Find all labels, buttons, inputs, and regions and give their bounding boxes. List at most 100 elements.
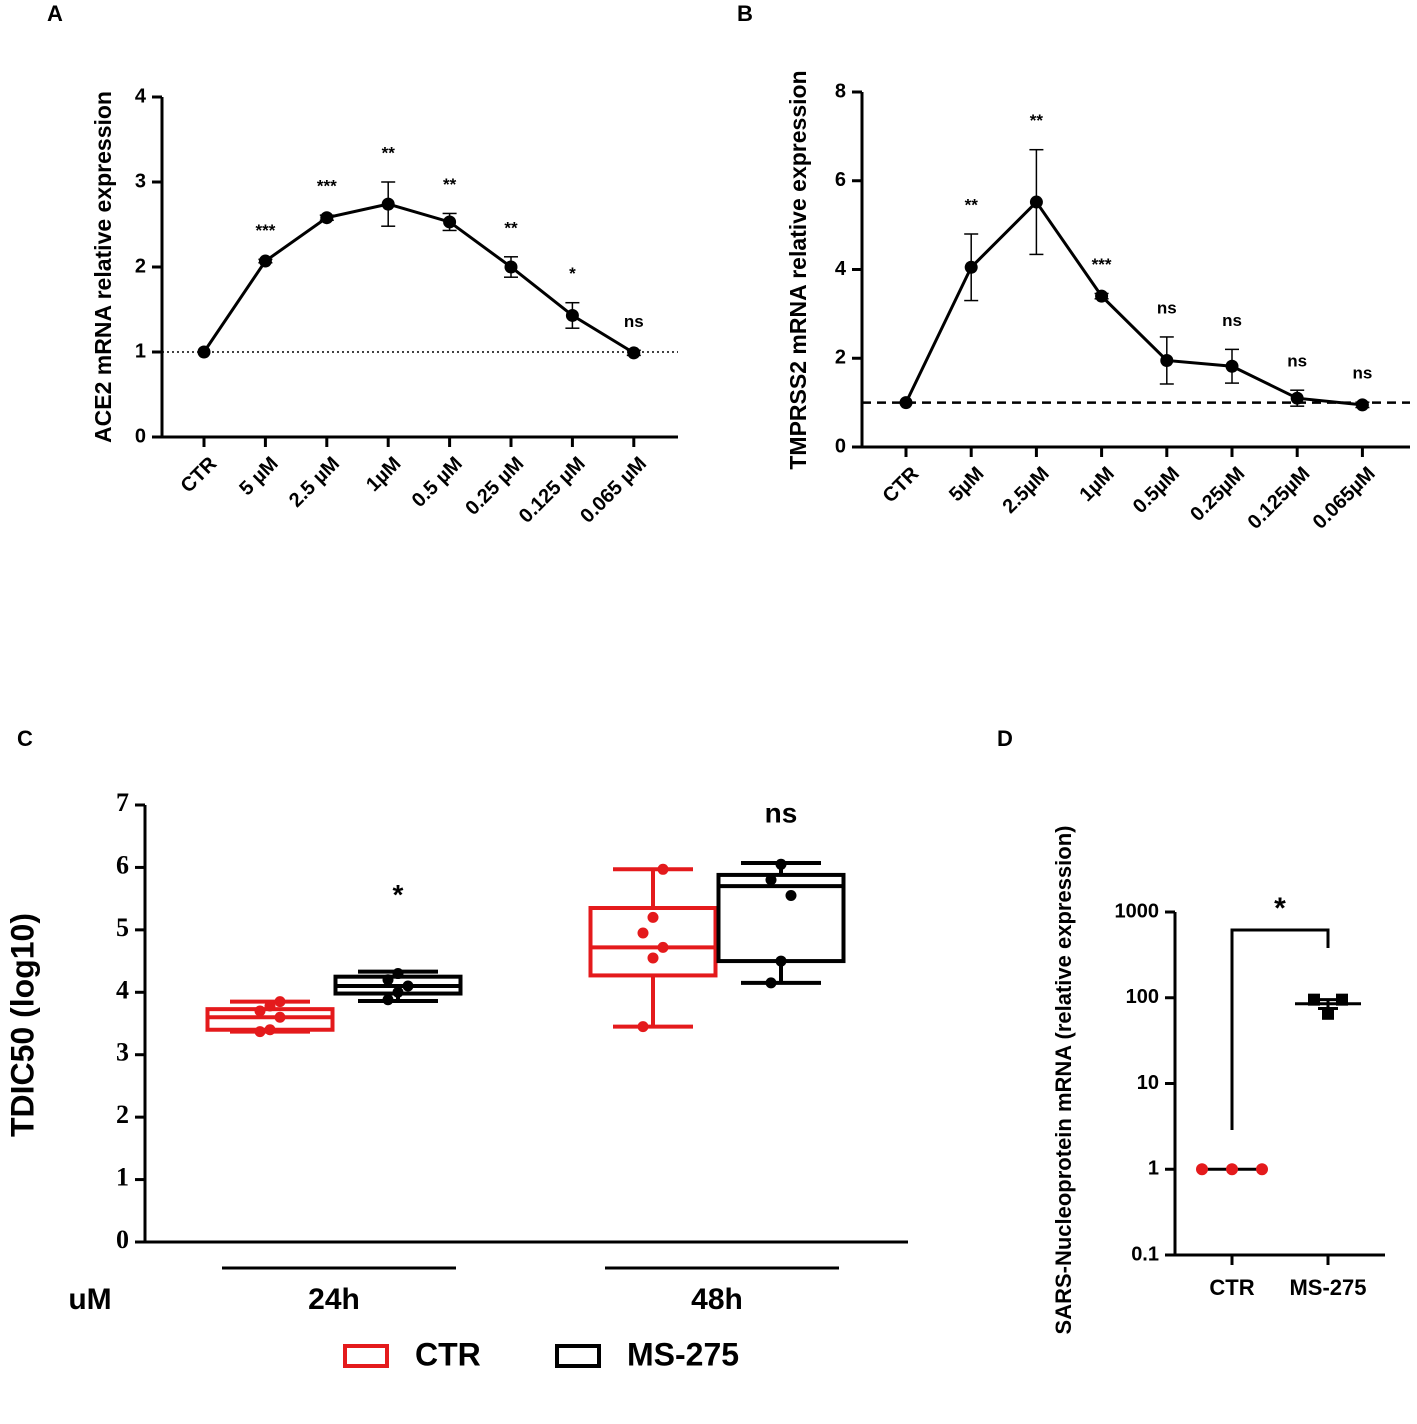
group-label: 24h <box>308 1283 360 1316</box>
significance-label: * <box>393 879 404 910</box>
y-tick-label: 4 <box>116 975 129 1004</box>
panel-label: B <box>737 1 753 26</box>
y-tick-label: 2 <box>835 347 846 369</box>
significance-label: ** <box>382 143 396 162</box>
data-point <box>1336 993 1348 1006</box>
data-point <box>264 1024 276 1036</box>
x-tick-label: 2.5 µM <box>285 453 344 512</box>
x-tick-label: 0.065µM <box>1309 463 1380 534</box>
data-point <box>1196 1163 1208 1176</box>
y-tick-label: 10 <box>1137 1072 1159 1094</box>
significance-label: *** <box>317 177 337 196</box>
legend-swatch <box>555 1344 601 1368</box>
y-tick-label: 0.1 <box>1131 1243 1159 1265</box>
x-tick-label: CTR <box>879 462 924 507</box>
significance-label: ns <box>1287 352 1307 371</box>
y-tick-label: 100 <box>1126 986 1159 1008</box>
data-point <box>1226 1163 1238 1176</box>
data-point <box>1095 289 1109 303</box>
data-point <box>381 197 395 211</box>
y-axis-label: TMPRSS2 mRNA relative expression <box>785 70 811 469</box>
y-tick-label: 6 <box>835 169 846 191</box>
x-tick-label: CTR <box>1209 1275 1254 1300</box>
significance-label: ns <box>765 797 798 828</box>
data-point <box>1225 359 1239 373</box>
data-point <box>402 980 414 992</box>
x-tick-label: 0.125 µM <box>515 453 590 528</box>
y-axis-label: ACE2 mRNA relative expression <box>90 91 116 443</box>
y-tick-label: 3 <box>116 1038 129 1067</box>
data-point <box>1160 353 1174 367</box>
data-point <box>254 1026 266 1038</box>
y-tick-label: 7 <box>116 788 129 817</box>
data-point <box>765 874 777 886</box>
x-tick-label: MS-275 <box>1289 1275 1366 1300</box>
panel-label: A <box>47 1 63 26</box>
data-point <box>197 345 211 359</box>
y-tick-label: 1 <box>116 1163 129 1192</box>
significance-label: * <box>569 264 576 283</box>
data-point <box>765 977 777 989</box>
y-tick-label: 2 <box>116 1100 129 1129</box>
data-point <box>274 996 286 1008</box>
y-tick-label: 4 <box>835 258 847 280</box>
x-axis-label: uM <box>68 1283 111 1316</box>
significance-label: *** <box>255 221 275 240</box>
data-line <box>202 202 635 355</box>
data-point <box>392 986 404 998</box>
significance-label: *** <box>1092 255 1112 274</box>
y-tick-label: 1000 <box>1115 900 1160 922</box>
x-tick-label: CTR <box>177 452 222 497</box>
data-point <box>647 952 659 964</box>
data-point <box>382 994 394 1006</box>
data-point <box>274 1011 286 1023</box>
data-point <box>1029 195 1043 209</box>
x-tick-label: 5µM <box>945 463 988 506</box>
significance-label: ns <box>1157 298 1177 317</box>
data-point <box>1308 993 1320 1006</box>
data-point <box>627 346 641 360</box>
data-point <box>899 396 913 410</box>
y-tick-label: 0 <box>135 425 146 447</box>
data-point <box>637 927 649 939</box>
data-point <box>964 260 978 274</box>
data-point <box>565 308 579 322</box>
y-tick-label: 1 <box>135 340 146 362</box>
x-tick-label: 1µM <box>1076 463 1119 506</box>
significance-label: ** <box>1030 111 1044 130</box>
legend-swatch <box>343 1344 389 1368</box>
data-line <box>904 199 1363 407</box>
significance-label: ** <box>443 175 457 194</box>
x-tick-label: 0.25µM <box>1186 463 1249 526</box>
data-point <box>1322 1007 1334 1020</box>
y-tick-label: 1 <box>1148 1158 1159 1180</box>
legend-label: CTR <box>415 1336 481 1372</box>
y-axis-label: SARS-Nucleoprotein mRNA (relative expres… <box>1051 826 1076 1335</box>
data-point <box>392 968 404 980</box>
y-tick-label: 0 <box>116 1225 129 1254</box>
significance-label: ns <box>1222 311 1242 330</box>
significance-bracket <box>1230 928 1330 1130</box>
y-tick-label: 4 <box>135 85 147 107</box>
x-tick-label: 0.5 µM <box>408 453 467 512</box>
data-point <box>647 911 659 923</box>
significance-label: ns <box>624 312 644 331</box>
panel-label: D <box>997 726 1013 751</box>
data-point <box>657 863 669 875</box>
y-tick-label: 6 <box>116 850 129 879</box>
data-point <box>258 254 272 268</box>
data-point <box>254 1005 266 1017</box>
group-label: 48h <box>691 1283 743 1316</box>
y-tick-label: 5 <box>116 913 129 942</box>
data-point <box>504 260 518 274</box>
x-tick-label: 1µM <box>362 453 405 496</box>
y-tick-label: 0 <box>835 435 846 457</box>
legend-label: MS-275 <box>627 1336 739 1372</box>
data-point <box>1355 398 1369 412</box>
significance-label: * <box>1274 892 1286 925</box>
data-point <box>657 941 669 953</box>
significance-label: ** <box>504 218 518 237</box>
y-axis-label: TDIC50 (log10) <box>4 913 40 1137</box>
y-tick-label: 2 <box>135 255 146 277</box>
